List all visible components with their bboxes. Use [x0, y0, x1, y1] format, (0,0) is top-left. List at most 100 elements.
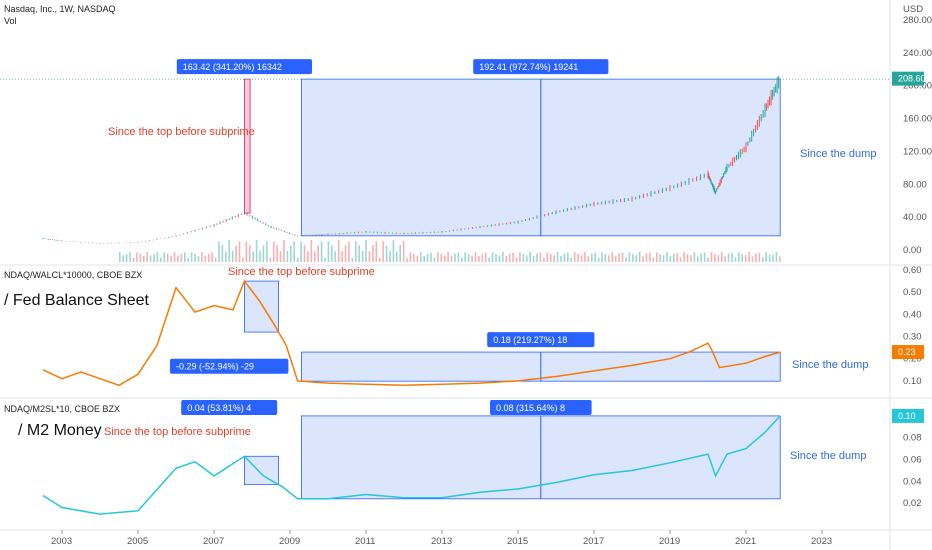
volume-bar: [642, 256, 644, 262]
volume-bar: [399, 244, 402, 262]
volume-bar: [690, 255, 692, 262]
volume-bar: [454, 253, 456, 262]
volume-bar: [286, 250, 289, 262]
volume-bar: [508, 253, 511, 262]
volume-bar: [519, 252, 521, 262]
x-tick-label: 2019: [659, 536, 680, 547]
volume-bar: [464, 252, 467, 262]
volume-bar: [228, 240, 231, 262]
panel2-measure-tooltip[interactable]: [487, 332, 595, 348]
volume-bar: [659, 254, 661, 262]
x-tick-label: 2009: [279, 536, 300, 547]
currency-label[interactable]: USD: [903, 4, 923, 15]
volume-bar: [392, 240, 395, 262]
volume-bar: [136, 252, 138, 262]
volume-bar: [125, 253, 128, 262]
volume-bar: [632, 254, 634, 262]
volume-bar: [502, 252, 504, 262]
volume-bar: [334, 251, 337, 262]
labels-layer: 280.00 240.00 200.00 160.00 120.00 80.00 40.00…: [51, 15, 932, 547]
volume-bar: [177, 255, 179, 262]
volume-bar: [214, 257, 217, 262]
panel3-last-value-tag[interactable]: [892, 408, 924, 423]
volume-bar: [183, 252, 186, 262]
panel3-y-tick-label: 0.04: [903, 476, 922, 487]
panel1-legend[interactable]: Nasdaq, Inc., 1W, NASDAQ: [4, 4, 116, 14]
panel1-volume-legend[interactable]: Vol: [4, 16, 17, 26]
volume-bar: [385, 245, 388, 262]
panel2-series-line[interactable]: [42, 279, 781, 387]
volume-bar: [727, 253, 730, 262]
volume-bar: [310, 240, 313, 262]
volume-bar: [696, 256, 699, 262]
volume-bar: [703, 252, 706, 262]
panel3-measure-since-top[interactable]: [243, 455, 279, 486]
panel1-measure-tooltip-text: 192.41 (972.74%) 19241: [479, 62, 578, 72]
panel2-y-tick-label: 0.50: [903, 287, 922, 298]
panel3-measure-tooltip[interactable]: [490, 400, 592, 415]
volume-bar: [779, 256, 781, 262]
panel1-measure-since-top[interactable]: [243, 78, 251, 214]
x-tick-label: 2007: [203, 536, 224, 547]
panel1-annotation-subprime: Since the top before subprime: [108, 126, 255, 138]
volume-bar: [307, 251, 309, 262]
volume-bar: [549, 254, 552, 262]
volume-bar: [351, 257, 354, 262]
volume-bar: [768, 254, 771, 262]
panel1-annotation-dump: Since the dump: [800, 148, 876, 160]
volume-bar: [635, 255, 638, 262]
volume-bar: [149, 255, 152, 262]
volume-bar: [248, 245, 251, 262]
volume-bar: [440, 253, 443, 262]
volume-bar: [163, 252, 166, 262]
volume-bar: [717, 255, 720, 262]
volume-bar: [700, 253, 702, 262]
volume-bar: [266, 241, 268, 262]
volume-bar: [122, 255, 125, 262]
volume-bar: [481, 253, 484, 262]
x-tick-label: 2023: [811, 536, 832, 547]
panel2-legend[interactable]: NDAQ/WALCL*10000, CBOE BZX: [4, 270, 142, 280]
volume-bar: [491, 252, 494, 262]
volume-bar: [450, 255, 453, 262]
panel1-measure-tooltip[interactable]: [176, 59, 312, 75]
volume-bar: [587, 256, 590, 262]
x-tick-label: 2013: [431, 536, 452, 547]
volume-bar: [662, 255, 665, 262]
panel2-last-value-tag[interactable]: [892, 345, 924, 360]
x-tick-label: 2015: [507, 536, 528, 547]
volume-bar: [474, 252, 477, 262]
volume-bar: [765, 252, 767, 262]
volume-bar: [269, 257, 272, 262]
panel3-legend[interactable]: NDAQ/M2SL*10, CBOE BZX: [4, 404, 120, 414]
volume-bar: [560, 256, 562, 262]
panel3-measure-tooltip[interactable]: [181, 400, 278, 415]
volume-bar: [416, 255, 419, 262]
panel2-y-tick-label: 0.60: [903, 265, 922, 276]
volume-bar: [293, 241, 296, 262]
panel2-measure-tooltip[interactable]: [170, 358, 289, 374]
volume-bar: [649, 252, 651, 262]
panel1-measure-tooltip[interactable]: [473, 59, 609, 75]
volume-bar: [365, 240, 367, 262]
volume-bar: [290, 245, 292, 262]
volume-bar: [669, 256, 672, 262]
volume-bar: [409, 252, 412, 262]
panel3-series-line[interactable]: [42, 415, 781, 515]
panel2-measure-tooltip-text: -0.29 (-52.94%) -29: [176, 362, 254, 372]
volume-bar: [758, 252, 761, 262]
volume-bar: [710, 252, 713, 262]
volume-bar: [119, 252, 121, 262]
panel2-y-tick-label: 0.10: [903, 376, 922, 387]
volume-bar: [375, 241, 378, 262]
volume-bar: [406, 257, 408, 262]
panel2-annotation-dump: Since the dump: [792, 359, 868, 371]
panel1-y-tick-label: 40.00: [903, 212, 927, 223]
volume-bar: [358, 245, 360, 262]
panel1-last-value-tag[interactable]: [892, 71, 924, 86]
volume-bar: [252, 251, 254, 262]
panel1-y-tick-label: 280.00: [903, 15, 932, 26]
panel3-last-value-text: 0.10: [898, 411, 916, 421]
panel2-y-tick-label: 0.30: [903, 332, 922, 343]
